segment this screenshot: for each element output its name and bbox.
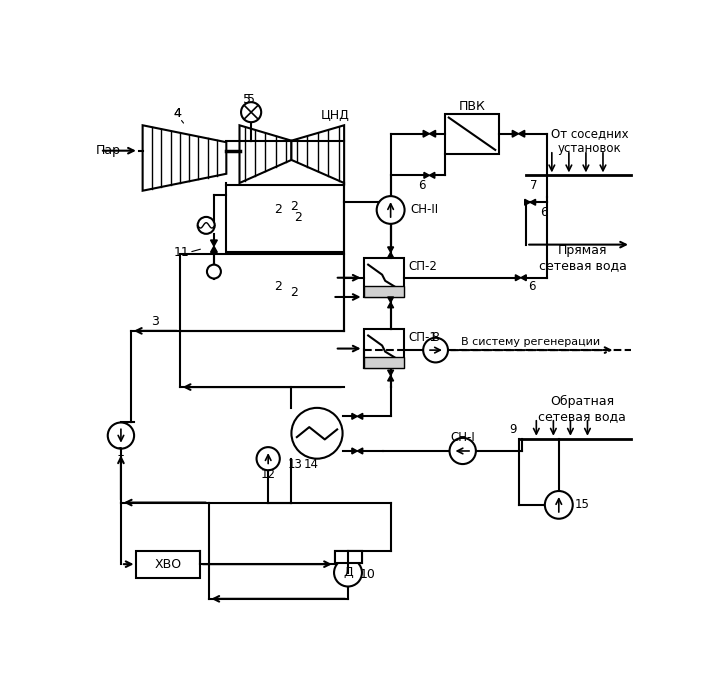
Text: В систему регенерации: В систему регенерации xyxy=(460,337,600,347)
Circle shape xyxy=(377,196,404,224)
Text: 12: 12 xyxy=(261,468,276,480)
Polygon shape xyxy=(525,199,530,205)
Bar xyxy=(335,551,362,563)
Text: 3: 3 xyxy=(151,315,159,328)
Bar xyxy=(363,330,404,368)
Polygon shape xyxy=(357,413,363,419)
Text: ЦНД: ЦНД xyxy=(321,108,350,122)
Text: 14: 14 xyxy=(303,457,318,471)
Text: 15: 15 xyxy=(575,498,590,511)
Polygon shape xyxy=(387,375,394,381)
Polygon shape xyxy=(211,240,217,246)
Text: СП-1: СП-1 xyxy=(409,330,438,343)
Bar xyxy=(180,254,344,331)
Polygon shape xyxy=(429,172,435,178)
Polygon shape xyxy=(387,247,394,252)
Text: 6: 6 xyxy=(528,281,535,294)
Text: 8: 8 xyxy=(431,330,440,343)
Circle shape xyxy=(207,265,221,278)
Polygon shape xyxy=(291,125,344,183)
Text: 2: 2 xyxy=(274,281,282,294)
Text: 2: 2 xyxy=(274,203,282,216)
Text: 6: 6 xyxy=(418,179,426,192)
Text: 11: 11 xyxy=(173,246,189,259)
Text: 4: 4 xyxy=(173,107,182,120)
Text: ПВК: ПВК xyxy=(459,100,486,113)
Text: 4: 4 xyxy=(173,107,182,120)
Text: От соседних
установок: От соседних установок xyxy=(551,126,629,155)
Polygon shape xyxy=(387,370,394,375)
Polygon shape xyxy=(424,172,429,178)
Circle shape xyxy=(423,338,448,363)
Bar xyxy=(335,551,362,563)
Polygon shape xyxy=(429,131,436,137)
Text: Прямая
сетевая вода: Прямая сетевая вода xyxy=(539,245,627,272)
Polygon shape xyxy=(387,297,394,303)
Polygon shape xyxy=(423,131,429,137)
Text: 5: 5 xyxy=(243,93,251,106)
Polygon shape xyxy=(518,131,525,137)
Text: 2: 2 xyxy=(293,211,302,224)
Bar xyxy=(136,551,200,578)
Text: 7: 7 xyxy=(530,179,537,192)
Polygon shape xyxy=(513,131,518,137)
Text: 10: 10 xyxy=(359,568,375,580)
Polygon shape xyxy=(387,252,394,258)
Polygon shape xyxy=(515,275,521,281)
Circle shape xyxy=(257,447,280,471)
Polygon shape xyxy=(387,303,394,307)
Bar xyxy=(445,114,499,154)
Text: 6: 6 xyxy=(540,206,548,219)
Text: 2: 2 xyxy=(290,200,298,213)
Text: ХВО: ХВО xyxy=(155,558,182,571)
Bar xyxy=(226,185,344,252)
Bar xyxy=(363,286,404,297)
Polygon shape xyxy=(521,275,526,281)
Text: 1: 1 xyxy=(117,446,125,459)
Text: 2: 2 xyxy=(290,286,298,299)
Bar xyxy=(363,258,404,297)
Polygon shape xyxy=(530,199,535,205)
Text: 13: 13 xyxy=(288,457,303,471)
Text: 5: 5 xyxy=(247,93,255,106)
Circle shape xyxy=(450,438,476,464)
Bar xyxy=(363,357,404,368)
Text: СП-2: СП-2 xyxy=(409,260,438,273)
Polygon shape xyxy=(211,246,217,252)
Text: Пар: Пар xyxy=(95,144,120,157)
Polygon shape xyxy=(143,125,226,191)
Circle shape xyxy=(107,422,134,448)
Polygon shape xyxy=(357,448,363,454)
Text: СН-I: СН-I xyxy=(450,430,475,444)
Polygon shape xyxy=(352,448,357,454)
Circle shape xyxy=(291,408,343,459)
Circle shape xyxy=(545,491,573,519)
Text: Обратная
сетевая вода: Обратная сетевая вода xyxy=(538,395,626,423)
Polygon shape xyxy=(352,413,357,419)
Text: СН-II: СН-II xyxy=(410,203,438,216)
Polygon shape xyxy=(240,125,291,183)
Circle shape xyxy=(241,102,261,122)
Circle shape xyxy=(198,217,215,234)
Text: 9: 9 xyxy=(510,423,517,436)
Circle shape xyxy=(334,559,362,587)
Text: Д: Д xyxy=(343,566,353,579)
